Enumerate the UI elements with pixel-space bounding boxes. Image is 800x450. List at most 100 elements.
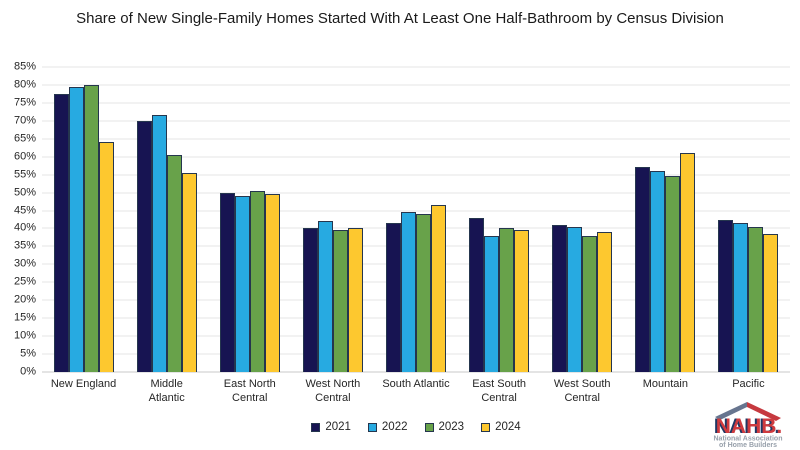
plot-area [42,66,790,373]
bar-2022-0 [68,86,84,372]
x-axis-label-7: Mountain [642,378,688,390]
legend-swatch-2021 [311,422,321,432]
y-tick-label: 45% [13,204,36,217]
bar-2022-2 [234,196,250,372]
legend-label-2022: 2022 [381,421,408,433]
y-tick-label: 65% [13,132,36,145]
gridline [42,138,790,140]
legend-label-2023: 2023 [438,421,465,433]
bar-2024-0 [98,142,114,372]
gridline [42,84,790,86]
bar-2024-8 [763,233,779,372]
y-tick-label: 20% [13,293,36,306]
y-tick-label: 50% [13,186,36,199]
bar-group-7 [624,67,707,372]
bar-2024-6 [597,232,613,372]
bar-group-6 [541,67,624,372]
bar-groups [42,67,790,372]
logo-subtitle-line2: of Home Builders [719,442,777,448]
bar-2023-3 [332,230,348,372]
bar-2021-4 [385,223,401,372]
logo-roof-right [747,402,781,421]
legend-item-2023: 2023 [424,421,465,433]
bar-group-0 [42,67,125,372]
y-tick-label: 30% [13,257,36,270]
bar-group-3 [291,67,374,372]
bar-2023-2 [249,190,265,372]
legend-swatch-2024 [481,422,491,432]
x-axis-label-5: East South Central [472,378,527,404]
x-axis-labels: New England Middle Atlantic East North Cen… [42,377,790,405]
bar-2024-2 [264,194,280,372]
bar-2022-3 [317,221,333,372]
legend-label-2024: 2024 [495,421,521,433]
bar-group-4 [374,67,457,372]
y-tick-label: 0% [20,365,36,378]
bar-2021-1 [136,120,152,372]
gridline [42,174,790,176]
nahb-logo: NAHB. NAHB. National Association of Home… [714,402,783,448]
bar-2023-8 [748,226,764,372]
bar-2024-5 [514,230,530,372]
legend: 2021 2022 2023 2024 [42,421,790,433]
y-tick-label: 5% [20,347,36,360]
x-axis-label-8: Pacific [732,378,765,390]
gridline [42,192,790,194]
logo-acronym-shadow: NAHB. [714,415,781,438]
legend-item-2024: 2024 [481,421,521,433]
legend-item-2021: 2021 [311,421,351,433]
x-axis-label-3: West North Central [305,378,361,404]
bar-group-8 [707,67,790,372]
y-tick-label: 40% [13,221,36,234]
gridline [42,120,790,122]
bar-2024-4 [430,205,446,372]
logo-roof-left [715,402,747,420]
bar-2023-5 [499,228,515,372]
bar-2021-7 [635,167,651,372]
bar-group-2 [208,67,291,372]
y-tick-label: 60% [13,150,36,163]
gridline [42,102,790,104]
x-axis-label-6: West South Central [553,378,611,404]
y-tick-label: 70% [13,114,36,127]
y-tick-label: 10% [13,329,36,342]
bar-2022-4 [400,212,416,372]
bar-2022-8 [733,223,749,372]
y-tick-label: 35% [13,239,36,252]
x-axis-label-4: South Atlantic [382,378,450,390]
logo-subtitle-line1: National Association [714,436,783,443]
y-tick-label: 15% [13,311,36,324]
chart-title: Share of New Single-Family Homes Started… [76,10,724,27]
bar-2023-0 [83,84,99,372]
y-axis: 0% 5% 10% 15% 20% 25% 30% 35% 40% 45% 50% 55% 60% 65%… [0,61,36,377]
bar-2022-6 [567,226,583,372]
x-axis-label-2: East North Central [223,378,276,404]
bar-2023-4 [415,214,431,372]
y-tick-label: 25% [13,275,36,288]
x-axis-label-0: New England [50,378,117,390]
bar-2023-1 [166,154,182,372]
bar-2021-6 [552,224,568,372]
bar-2021-5 [469,217,485,372]
x-axis-line [42,371,790,373]
x-axis-label-1: Middle Atlantic [148,378,185,404]
bar-2024-1 [181,172,197,372]
bar-2021-3 [302,228,318,372]
bar-group-5 [458,67,541,372]
gridline [42,156,790,158]
bar-2022-5 [484,235,500,372]
bar-2021-2 [219,192,235,372]
bar-2023-6 [582,235,598,372]
gridline [42,66,790,68]
bar-group-1 [125,67,208,372]
bar-2021-0 [53,93,69,372]
y-tick-label: 80% [13,78,36,91]
bar-2023-7 [665,176,681,372]
legend-swatch-2022 [367,422,377,432]
legend-swatch-2023 [424,422,434,432]
logo-acronym: NAHB. [716,415,783,438]
bar-2021-8 [718,219,734,372]
y-tick-label: 75% [13,96,36,109]
bar-2022-7 [650,171,666,372]
